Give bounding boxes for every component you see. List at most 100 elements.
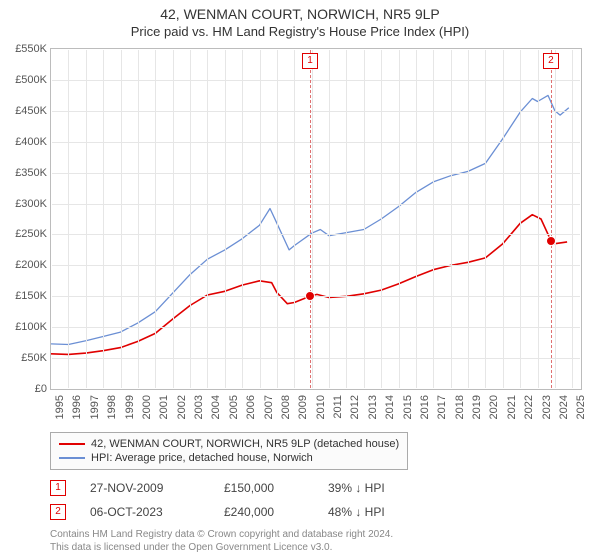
xtick-label: 2002 (176, 395, 188, 419)
xtick-label: 2021 (506, 395, 518, 419)
xtick-label: 2017 (436, 395, 448, 419)
footer-line: Contains HM Land Registry data © Crown c… (50, 528, 393, 541)
gridline-v (207, 50, 208, 388)
ytick-label: £250K (5, 228, 47, 240)
gridline-h (52, 173, 580, 174)
xtick-label: 2008 (280, 395, 292, 419)
gridline-v (433, 50, 434, 388)
gridline-v (520, 50, 521, 388)
xtick-label: 2011 (332, 395, 344, 419)
gridline-v (451, 50, 452, 388)
xtick-label: 1998 (106, 395, 118, 419)
gridline-v (416, 50, 417, 388)
sale-index-box: 2 (50, 504, 66, 520)
xtick-label: 2000 (141, 395, 153, 419)
ytick-label: £100K (5, 321, 47, 333)
chart-subtitle: Price paid vs. HM Land Registry's House … (0, 22, 600, 43)
sale-date: 27-NOV-2009 (90, 481, 200, 495)
gridline-v (190, 50, 191, 388)
sale-marker-line (310, 50, 311, 388)
chart-lines (51, 49, 581, 389)
xtick-label: 2018 (454, 395, 466, 419)
sale-marker-box: 1 (302, 53, 318, 69)
gridline-h (52, 234, 580, 235)
ytick-label: £400K (5, 136, 47, 148)
gridline-h (52, 296, 580, 297)
gridline-v (103, 50, 104, 388)
xtick-label: 1999 (124, 395, 136, 419)
chart-container: { "title": "42, WENMAN COURT, NORWICH, N… (0, 0, 600, 560)
sale-row: 2 06-OCT-2023 £240,000 48% ↓ HPI (50, 502, 580, 522)
gridline-v (364, 50, 365, 388)
gridline-v (86, 50, 87, 388)
gridline-h (52, 265, 580, 266)
gridline-v (277, 50, 278, 388)
plot-area: £0£50K£100K£150K£200K£250K£300K£350K£400… (50, 48, 580, 388)
ytick-label: £500K (5, 74, 47, 86)
sale-date: 06-OCT-2023 (90, 505, 200, 519)
legend-box: 42, WENMAN COURT, NORWICH, NR5 9LP (deta… (50, 432, 408, 470)
gridline-v (399, 50, 400, 388)
gridline-v (503, 50, 504, 388)
sale-diff: 39% ↓ HPI (328, 481, 418, 495)
xtick-label: 2022 (523, 395, 535, 419)
sale-price: £240,000 (224, 505, 304, 519)
plot-border: £0£50K£100K£150K£200K£250K£300K£350K£400… (50, 48, 582, 390)
xtick-label: 2007 (263, 395, 275, 419)
sales-table: 1 27-NOV-2009 £150,000 39% ↓ HPI 2 06-OC… (50, 478, 580, 522)
ytick-label: £200K (5, 259, 47, 271)
legend-item-hpi: HPI: Average price, detached house, Norw… (59, 451, 399, 465)
legend-label-property: 42, WENMAN COURT, NORWICH, NR5 9LP (deta… (91, 438, 399, 450)
gridline-v (572, 50, 573, 388)
legend-swatch-property (59, 443, 85, 445)
footer-attribution: Contains HM Land Registry data © Crown c… (50, 528, 393, 554)
xtick-label: 2023 (541, 395, 553, 419)
gridline-v (225, 50, 226, 388)
chart-title: 42, WENMAN COURT, NORWICH, NR5 9LP (0, 0, 600, 22)
gridline-v (242, 50, 243, 388)
ytick-label: £450K (5, 105, 47, 117)
xtick-label: 2013 (367, 395, 379, 419)
xtick-label: 2012 (349, 395, 361, 419)
sale-index-box: 1 (50, 480, 66, 496)
gridline-v (294, 50, 295, 388)
sale-diff: 48% ↓ HPI (328, 505, 418, 519)
sale-marker-dot (305, 291, 315, 301)
legend-label-hpi: HPI: Average price, detached house, Norw… (91, 452, 313, 464)
ytick-label: £300K (5, 198, 47, 210)
xtick-label: 2005 (228, 395, 240, 419)
xtick-label: 2003 (193, 395, 205, 419)
xtick-label: 1997 (89, 395, 101, 419)
gridline-v (555, 50, 556, 388)
gridline-v (121, 50, 122, 388)
xtick-label: 2025 (575, 395, 587, 419)
gridline-v (485, 50, 486, 388)
gridline-v (260, 50, 261, 388)
gridline-v (155, 50, 156, 388)
gridline-v (312, 50, 313, 388)
gridline-h (52, 142, 580, 143)
gridline-v (329, 50, 330, 388)
xtick-label: 2024 (558, 395, 570, 419)
gridline-v (468, 50, 469, 388)
sale-marker-box: 2 (543, 53, 559, 69)
gridline-v (68, 50, 69, 388)
gridline-v (173, 50, 174, 388)
xtick-label: 2006 (245, 395, 257, 419)
xtick-label: 2019 (471, 395, 483, 419)
xtick-label: 2001 (158, 395, 170, 419)
gridline-h (52, 80, 580, 81)
sale-marker-dot (546, 236, 556, 246)
xtick-label: 2015 (402, 395, 414, 419)
ytick-label: £350K (5, 167, 47, 179)
footer-line: This data is licensed under the Open Gov… (50, 541, 393, 554)
xtick-label: 1996 (71, 395, 83, 419)
gridline-h (52, 327, 580, 328)
xtick-label: 2014 (384, 395, 396, 419)
legend-item-property: 42, WENMAN COURT, NORWICH, NR5 9LP (deta… (59, 437, 399, 451)
ytick-label: £50K (5, 352, 47, 364)
gridline-v (381, 50, 382, 388)
xtick-label: 2016 (419, 395, 431, 419)
xtick-label: 2010 (315, 395, 327, 419)
sale-row: 1 27-NOV-2009 £150,000 39% ↓ HPI (50, 478, 580, 498)
